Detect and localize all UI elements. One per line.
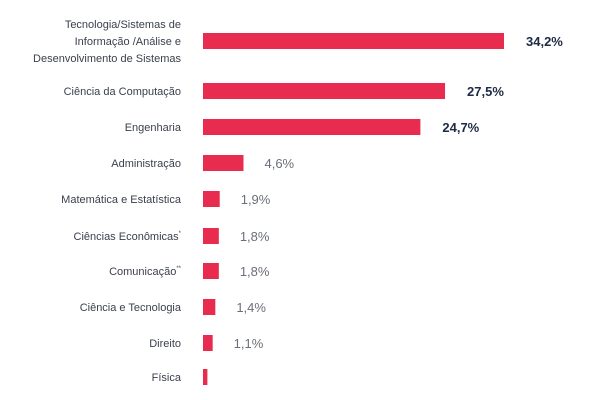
bar	[203, 299, 216, 315]
category-label: Desenvolvimento de Sistemas	[33, 53, 181, 65]
bar	[203, 33, 504, 49]
value-label: 4,6%	[264, 156, 294, 171]
value-label: 34,2%	[526, 34, 563, 49]
bar	[203, 369, 208, 385]
value-label: 1,9%	[241, 192, 271, 207]
category-label: Ciências Econômicas*	[74, 231, 182, 243]
category-label: Comunicação**	[109, 266, 182, 278]
category-label: Tecnologia/Sistemas de	[65, 19, 181, 31]
category-label: Matemática e Estatística	[61, 194, 182, 206]
bar	[203, 155, 244, 171]
category-label: Ciência da Computação	[64, 86, 181, 98]
category-label: Ciência e Tecnologia	[80, 302, 182, 314]
bar	[203, 191, 220, 207]
category-label: Administração	[111, 158, 181, 170]
footnote-marker: *	[179, 231, 182, 237]
category-label: Direito	[149, 338, 181, 350]
bar	[203, 335, 213, 351]
bar	[203, 263, 219, 279]
value-label: 1,4%	[236, 300, 266, 315]
value-label: 1,1%	[234, 336, 264, 351]
value-label: 1,8%	[240, 229, 270, 244]
bar	[203, 83, 446, 99]
bar	[203, 228, 219, 244]
bar	[203, 119, 421, 135]
value-label: 24,7%	[442, 120, 479, 135]
value-label: 27,5%	[467, 84, 504, 99]
value-label: 1,8%	[240, 264, 270, 279]
category-label: Física	[152, 372, 182, 384]
footnote-marker: **	[176, 266, 181, 272]
category-label: Informação /Análise e	[75, 36, 181, 48]
category-label: Engenharia	[125, 122, 182, 134]
